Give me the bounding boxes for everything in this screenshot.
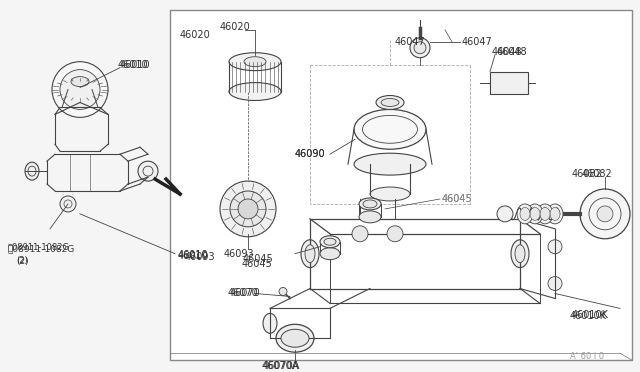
Text: 46048: 46048 [492,47,523,57]
Ellipse shape [305,245,315,263]
Circle shape [580,189,630,239]
Text: 46070A: 46070A [263,361,300,371]
Text: 46070: 46070 [230,288,260,298]
Bar [490,72,528,93]
Ellipse shape [527,204,543,224]
Text: 46045: 46045 [442,194,473,204]
Circle shape [387,226,403,242]
Text: A' 60 i 0: A' 60 i 0 [570,352,604,360]
Ellipse shape [25,162,39,180]
Ellipse shape [301,240,319,267]
Ellipse shape [71,77,89,87]
Circle shape [414,42,426,54]
Ellipse shape [324,238,336,245]
Ellipse shape [359,198,381,210]
Text: (2): (2) [16,257,29,266]
Text: 46070A: 46070A [262,361,300,371]
Ellipse shape [229,53,281,71]
Ellipse shape [229,83,281,100]
Ellipse shape [381,99,399,106]
Ellipse shape [320,248,340,260]
Text: 46045: 46045 [243,254,274,264]
Ellipse shape [370,187,410,201]
Circle shape [238,199,258,219]
Ellipse shape [511,240,529,267]
Ellipse shape [363,200,377,208]
Circle shape [60,70,100,109]
Text: 46010: 46010 [120,60,150,70]
Ellipse shape [520,208,530,220]
Ellipse shape [515,245,525,263]
Ellipse shape [550,208,560,220]
Text: 46010K: 46010K [570,311,607,321]
Text: 46045: 46045 [442,194,473,204]
Text: 46047: 46047 [462,37,493,47]
Ellipse shape [537,204,553,224]
Text: 46045: 46045 [242,259,273,269]
Circle shape [138,161,158,181]
Text: 46010: 46010 [178,251,209,261]
Circle shape [220,181,276,237]
Text: 46020: 46020 [180,30,211,40]
Circle shape [52,62,108,118]
Ellipse shape [517,204,533,224]
Circle shape [548,240,562,254]
Text: (2): (2) [16,256,28,265]
Ellipse shape [263,313,277,333]
Circle shape [410,38,430,58]
Text: 46010: 46010 [178,250,209,260]
Circle shape [230,191,266,227]
Ellipse shape [376,96,404,109]
Circle shape [497,206,513,222]
Ellipse shape [359,211,381,223]
Ellipse shape [244,57,266,67]
Text: ⓝ08911-1082G: ⓝ08911-1082G [8,244,76,253]
Circle shape [279,288,287,295]
Text: 46090: 46090 [295,149,326,159]
Text: 46010K: 46010K [572,310,609,320]
Text: 46070: 46070 [228,288,259,298]
Text: 46010: 46010 [118,60,148,70]
Ellipse shape [530,208,540,220]
Ellipse shape [547,204,563,224]
Circle shape [60,196,76,212]
Text: 46090: 46090 [295,149,326,159]
Text: 46047: 46047 [395,37,426,47]
Ellipse shape [320,236,340,248]
Text: 46082: 46082 [582,169,612,179]
Text: 46048: 46048 [497,47,527,57]
Text: 46082: 46082 [572,169,603,179]
Circle shape [548,276,562,291]
Circle shape [352,226,368,242]
Ellipse shape [276,324,314,352]
Circle shape [597,206,613,222]
Ellipse shape [540,208,550,220]
Bar [170,10,632,360]
Ellipse shape [281,329,309,347]
Text: 46093: 46093 [224,249,255,259]
Text: 46020: 46020 [220,22,251,32]
Ellipse shape [354,109,426,149]
Ellipse shape [354,153,426,175]
Text: 46093: 46093 [185,252,216,262]
Text: ⓝ08911-1082G: ⓝ08911-1082G [8,242,70,251]
